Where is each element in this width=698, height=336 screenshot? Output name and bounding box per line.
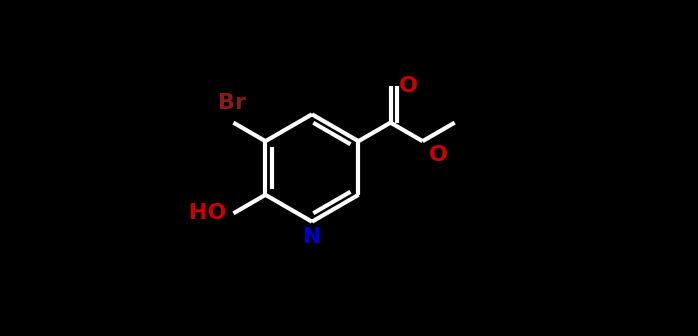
Text: O: O [429,145,448,165]
Text: N: N [303,227,321,247]
Text: O: O [399,76,417,96]
Text: HO: HO [189,203,227,223]
Text: Br: Br [218,93,246,113]
